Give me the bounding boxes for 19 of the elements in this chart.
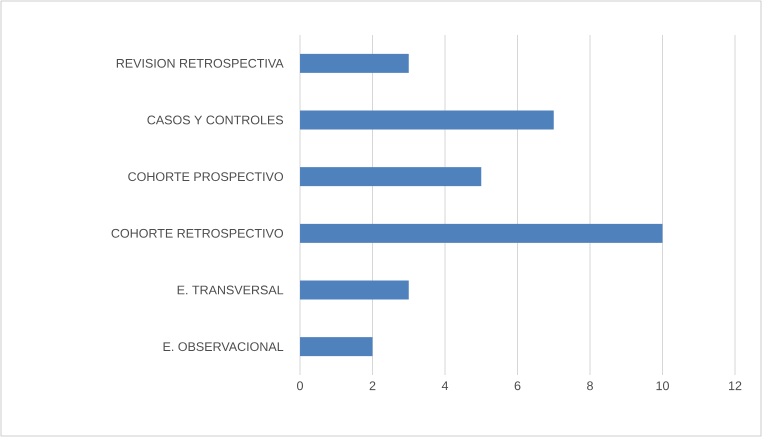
x-tick-label: 6 xyxy=(514,381,520,390)
x-tick-label: 0 xyxy=(297,381,303,390)
bar xyxy=(300,224,663,243)
y-tick-label: E. TRANSVERSAL xyxy=(178,286,284,294)
y-tick-label: COHORTE RETROSPECTIVO xyxy=(112,228,284,238)
y-tick-label: COHORTE PROSPECTIVO xyxy=(128,172,284,182)
y-tick-label: E. OBSERVACIONAL xyxy=(164,342,284,352)
x-tick-label: 2 xyxy=(370,381,376,390)
x-tick-label: 4 xyxy=(442,381,448,390)
x-tick-label: 10 xyxy=(656,381,669,390)
y-tick-label: REVISION RETROSPECTIVA xyxy=(116,58,284,68)
y-tick-label: CASOS Y CONTROLES xyxy=(147,116,284,124)
x-tick-label: 8 xyxy=(587,381,593,390)
bar xyxy=(300,280,409,300)
bar xyxy=(300,54,409,73)
bar xyxy=(300,167,482,186)
x-tick-label: 12 xyxy=(729,381,742,390)
bar xyxy=(300,337,373,356)
bar xyxy=(300,110,554,130)
